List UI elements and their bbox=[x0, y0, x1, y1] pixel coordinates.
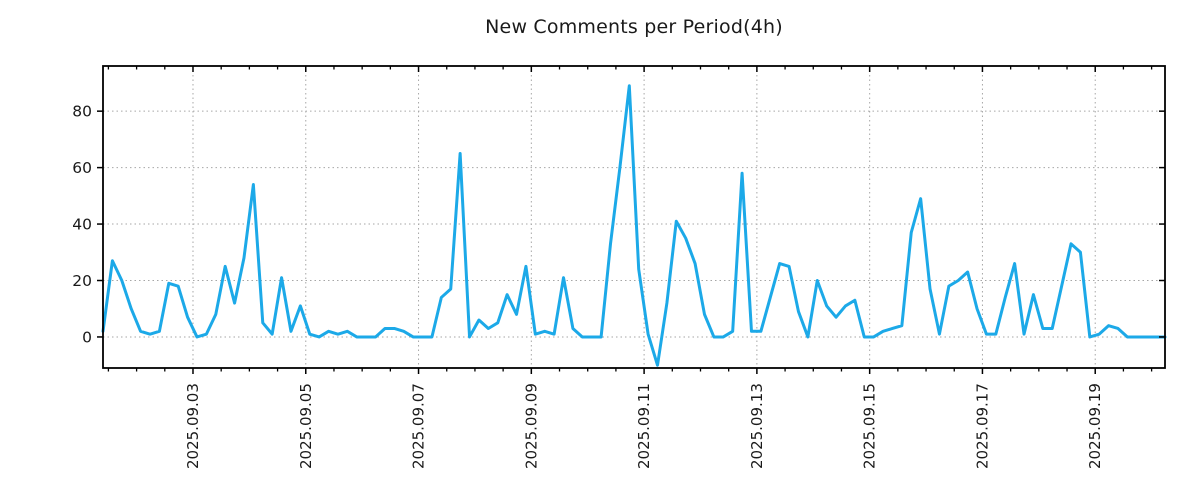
y-tick-label: 40 bbox=[72, 216, 92, 234]
x-tick-label: 2025.09.17 bbox=[973, 383, 991, 469]
y-tick-label: 60 bbox=[72, 159, 92, 177]
x-tick-label: 2025.09.11 bbox=[635, 383, 653, 469]
y-tick-label: 80 bbox=[72, 103, 92, 121]
x-tick-label: 2025.09.03 bbox=[184, 383, 202, 469]
x-tick-label: 2025.09.07 bbox=[410, 383, 428, 469]
x-tick-label: 2025.09.19 bbox=[1086, 383, 1104, 469]
plot-border bbox=[102, 65, 1166, 369]
x-tick-label: 2025.09.05 bbox=[297, 383, 315, 469]
x-tick-label: 2025.09.09 bbox=[522, 383, 540, 469]
data-line bbox=[101, 84, 1167, 367]
y-tick-label: 20 bbox=[72, 272, 92, 290]
y-tick-label: 0 bbox=[82, 328, 92, 346]
x-tick-label: 2025.09.13 bbox=[748, 383, 766, 469]
x-tick-label: 2025.09.15 bbox=[861, 383, 879, 469]
chart-title: New Comments per Period(4h) bbox=[485, 16, 783, 38]
